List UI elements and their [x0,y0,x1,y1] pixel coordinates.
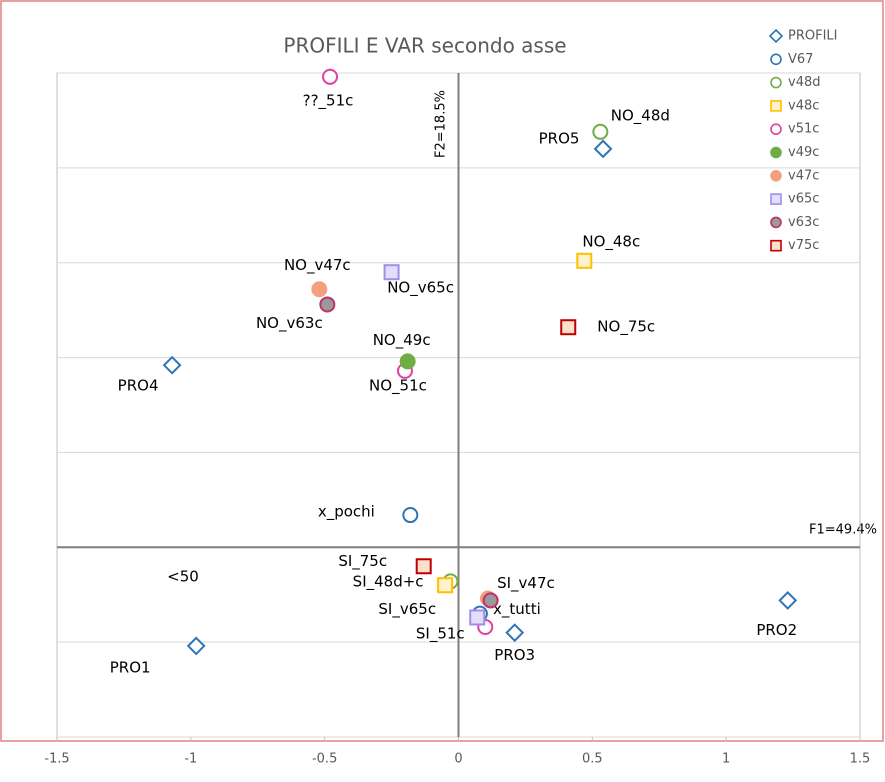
legend-label: v48d [788,75,821,90]
data-point [162,355,182,375]
data-point [469,609,486,626]
legend-marker [770,146,782,159]
data-point [186,636,206,656]
legend-marker [770,100,782,112]
point-label: PRO5 [539,129,580,147]
annotation: <50 [167,568,199,586]
data-point [560,319,577,336]
point-label: NO_v47c [284,256,351,275]
data-point [415,558,432,575]
point-label: NO_v63c [256,314,323,333]
x-tick-label: 1.5 [850,752,871,767]
x-tick-label: 0.5 [582,752,603,767]
data-point [576,252,593,269]
point-label: NO_48d [611,106,670,125]
legend-marker [768,28,784,44]
legend-marker [770,76,782,89]
point-label: SI_51c [416,624,465,643]
x-tick-label: -1 [184,752,197,767]
point-label: SI_v47c [497,574,555,593]
data-point [399,353,416,370]
data-point [592,123,609,140]
data-point [593,139,613,159]
data-point [402,507,419,524]
x-tick-label: -1.5 [44,752,69,767]
data-point [322,68,339,85]
legend-label: v63c [788,215,819,230]
point-label: NO_v65c [387,279,454,298]
data-point [505,623,525,643]
point-label: PRO1 [110,658,151,676]
data-point [311,281,328,298]
data-point [319,296,336,313]
point-label: x_tutti [493,600,541,619]
point-label: SI_75c [338,552,387,571]
legend-marker [770,53,782,66]
point-label: SI_48d+c [353,573,424,592]
legend-label: v51c [788,122,819,137]
point-label: ??_51c [303,91,354,110]
point-label: NO_49c [373,331,431,350]
data-point [482,592,499,609]
y-axis-label: F2=18.5% [434,90,449,158]
legend-label: v47c [788,168,819,183]
point-label: SI_v65c [378,600,436,619]
legend-label: v49c [788,145,819,160]
legend-label: V67 [788,52,813,67]
x-tick-label: 0 [454,752,462,767]
chart-frame [0,0,884,742]
point-label: NO_51c [369,376,427,395]
legend-marker [770,123,782,135]
data-point [778,590,798,610]
point-label: PRO4 [118,377,159,395]
legend-marker [770,193,782,205]
legend-label: v65c [788,192,819,207]
x-tick-label: -0.5 [312,752,337,767]
legend-marker [770,239,782,252]
point-label: x_pochi [318,503,375,522]
chart-title: PROFILI E VAR secondo asse [283,34,566,58]
point-label: PRO2 [756,621,797,639]
x-axis-label: F1=49.4% [809,523,877,538]
legend-label: v48c [788,98,819,113]
data-point [383,264,400,281]
legend-marker [770,170,782,182]
data-point [437,577,454,594]
point-label: NO_75c [597,318,655,337]
point-label: PRO3 [494,646,535,664]
x-tick-label: 1 [722,752,730,767]
point-label: NO_48c [582,232,640,251]
legend-label: v75c [788,238,819,253]
legend-label: PROFILI [788,29,838,44]
legend-marker [770,216,782,229]
